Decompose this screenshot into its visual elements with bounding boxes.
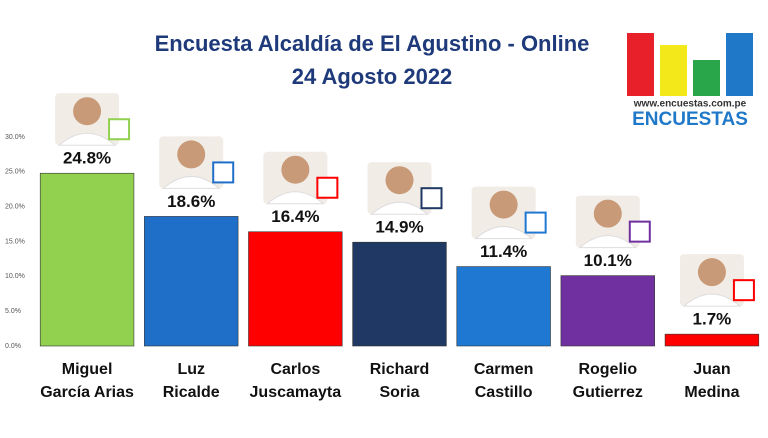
party-logo (732, 279, 755, 302)
x-tick-label: Medina (684, 384, 739, 401)
bar (144, 216, 239, 347)
value-label: 14.9% (375, 218, 423, 237)
value-label: 10.1% (584, 251, 632, 270)
x-tick-label: Carlos (270, 361, 320, 378)
logo-url: www.encuestas.com.pe (633, 99, 747, 110)
photo-body (578, 235, 638, 249)
bar (248, 231, 343, 347)
x-tick-label: Luz (177, 361, 205, 378)
photo-face (489, 190, 518, 219)
x-tick-label: Juscamayta (250, 384, 342, 401)
x-tick-label: Carmen (474, 361, 534, 378)
logo-block (660, 45, 687, 96)
y-tick-label: 10.0% (5, 273, 25, 280)
x-tick-label: Soria (379, 384, 419, 401)
x-tick-label: Rogelio (578, 361, 637, 378)
logo-block (693, 60, 720, 96)
photo-face (281, 155, 310, 184)
party-logo (420, 187, 443, 210)
bar (352, 241, 447, 347)
logo-name: ENCUESTAS (632, 109, 748, 130)
x-tick-label: Ricalde (163, 384, 220, 401)
value-label: 24.8% (63, 149, 111, 168)
photo-body (161, 176, 221, 189)
y-tick-label: 15.0% (5, 238, 25, 245)
photo-body (57, 132, 117, 146)
bar (39, 172, 135, 347)
party-logo (316, 176, 339, 199)
value-label: 16.4% (271, 207, 319, 226)
value-label: 1.7% (693, 310, 732, 329)
photo-body (682, 293, 742, 307)
x-tick-label: Miguel (62, 361, 113, 378)
party-logo (628, 220, 651, 243)
bar (456, 266, 551, 347)
party-logo (524, 211, 547, 234)
x-tick-label: Castillo (475, 384, 533, 401)
photo-face (697, 258, 726, 287)
value-label: 11.4% (480, 242, 527, 261)
chart-subtitle: 24 Agosto 2022 (292, 64, 453, 89)
y-tick-label: 5.0% (5, 308, 21, 315)
photo-body (266, 191, 325, 205)
photo-body (474, 226, 533, 240)
photo-face (73, 97, 102, 126)
logo: www.encuestas.com.pe ENCUESTAS (627, 33, 753, 130)
x-tick-label: Gutierrez (573, 384, 643, 401)
party-logo (108, 118, 131, 141)
photo-face (177, 140, 206, 169)
y-tick-label: 20.0% (5, 204, 25, 211)
y-tick-label: 30.0% (5, 134, 25, 141)
bar (664, 333, 760, 347)
y-tick-label: 25.0% (5, 169, 25, 176)
photo-body (370, 201, 429, 215)
y-tick-label: 0.0% (5, 343, 21, 350)
x-tick-label: Juan (693, 361, 730, 378)
chart-title: Encuesta Alcaldía de El Agustino - Onlin… (155, 31, 590, 56)
photo-face (593, 199, 622, 228)
logo-block (726, 33, 753, 96)
party-logo (212, 161, 235, 184)
photo-face (385, 166, 414, 195)
bar (560, 275, 655, 347)
value-label: 18.6% (167, 192, 215, 211)
x-tick-label: García Arias (40, 384, 134, 401)
x-tick-label: Richard (370, 361, 430, 378)
logo-block (627, 33, 654, 96)
